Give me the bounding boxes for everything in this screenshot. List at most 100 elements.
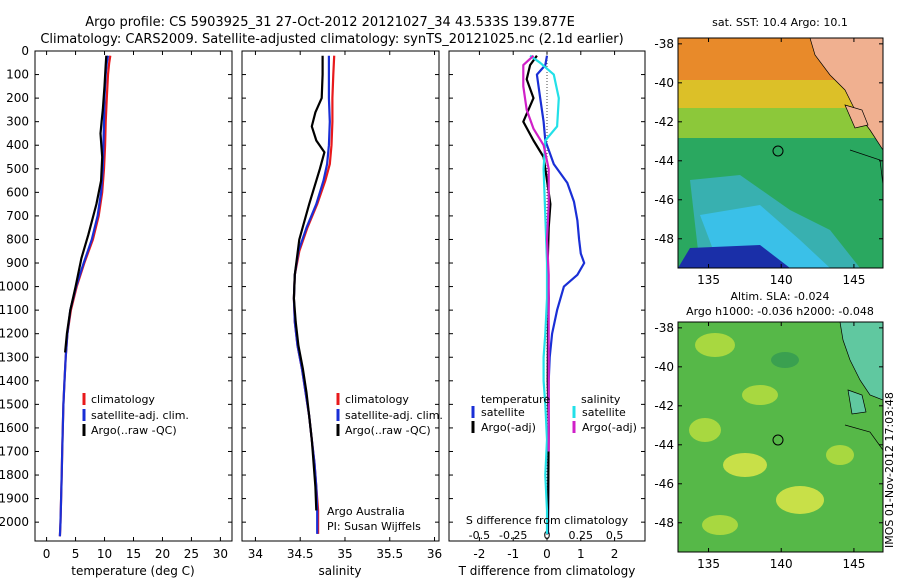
x-tick-label: 35.5 xyxy=(376,547,403,561)
sla-patch xyxy=(695,333,735,357)
temperature-series xyxy=(58,55,112,537)
legend-label-t-satellite: satellite xyxy=(481,406,525,419)
salinity-axis-label: salinity xyxy=(318,564,361,578)
x-tick-label: -1 xyxy=(507,547,519,561)
sla-patch xyxy=(689,418,721,442)
s-difference-axis-label: S difference from climatology xyxy=(466,514,629,527)
sst-coldest-patch xyxy=(678,245,790,268)
depth-tick-label: 1200 xyxy=(0,327,29,341)
x2-tick-label: 0.25 xyxy=(569,529,594,542)
lat-tick-label: -40 xyxy=(654,76,674,90)
temperature-axis-label: temperature (deg C) xyxy=(71,564,194,578)
legend-label-argo: Argo(..raw -QC) xyxy=(345,424,431,437)
lat-tick-label: -46 xyxy=(654,477,674,491)
lon-tick-label: 135 xyxy=(697,273,720,287)
depth-tick-label: 1600 xyxy=(0,421,29,435)
x-tick-label: 1 xyxy=(577,547,585,561)
x-tick-label: 5 xyxy=(72,547,80,561)
sla-patch xyxy=(742,385,778,405)
depth-tick-label: 1500 xyxy=(0,397,29,411)
lat-tick-label: -44 xyxy=(654,438,674,452)
difference-legend: temperature salinity satellite Argo(-adj… xyxy=(471,393,637,434)
argo-location-marker xyxy=(772,434,784,446)
x-tick-label: 0 xyxy=(543,547,551,561)
shelf-contour xyxy=(844,424,883,451)
x-tick-label: 10 xyxy=(97,547,112,561)
salinity-x-axis: 34 34.5 35 35.5 36 xyxy=(242,50,442,561)
temperature-legend: climatology satellite-adj. clim. Argo(..… xyxy=(82,393,189,437)
depth-axis: 0 100 200 300 400 500 600 700 800 900 1000 1100 1200… xyxy=(0,44,29,529)
legend-label-satellite-adj: satellite-adj. clim. xyxy=(345,409,443,422)
legend-label-t-argo: Argo(-adj) xyxy=(481,421,536,434)
land-island xyxy=(847,389,867,415)
depth-tick-label: 1400 xyxy=(0,374,29,388)
salinity-legend: climatology satellite-adj. clim. Argo(..… xyxy=(336,393,443,437)
x2-tick-label: 0 xyxy=(544,529,551,542)
series-line-salinity-argo-adj- xyxy=(522,54,550,452)
lat-tick-label: -42 xyxy=(654,399,674,413)
series-line-salinity-satellite xyxy=(529,54,560,534)
lon-tick-label: 140 xyxy=(770,273,793,287)
depth-tick-label: 1000 xyxy=(0,280,29,294)
sst-map-frame xyxy=(677,37,884,269)
credit-imos-timestamp: IMOS 01-Nov-2012 17:03:48 xyxy=(883,392,896,548)
x-tick-label: -2 xyxy=(473,547,485,561)
salinity-series xyxy=(292,55,336,534)
depth-tick-label: 1100 xyxy=(0,303,29,317)
lon-tick-label: 145 xyxy=(842,273,865,287)
depth-tick-label: 900 xyxy=(6,256,29,270)
depth-tick-label: 400 xyxy=(6,138,29,152)
x-tick-label: 15 xyxy=(126,547,141,561)
sla-patch xyxy=(776,486,824,514)
lat-tick-label: -42 xyxy=(654,115,674,129)
sla-patch xyxy=(702,515,738,535)
sla-map-frame xyxy=(677,321,884,553)
depth-tick-label: 200 xyxy=(6,91,29,105)
shelf-contour xyxy=(849,149,883,186)
x-tick-label: 0 xyxy=(43,547,51,561)
temperature-panel xyxy=(34,50,233,542)
lat-tick-label: -38 xyxy=(654,37,674,51)
legend-label-satellite-adj: satellite-adj. clim. xyxy=(91,409,189,422)
t-difference-axis-label: T difference from climatology xyxy=(458,564,636,578)
legend-label-argo: Argo(..raw -QC) xyxy=(91,424,177,437)
lat-tick-label: -44 xyxy=(654,154,674,168)
lon-tick-label: 135 xyxy=(697,557,720,571)
x-tick-label: 20 xyxy=(155,547,170,561)
legend-label-s-satellite: satellite xyxy=(582,406,626,419)
depth-tick-label: 100 xyxy=(6,68,29,82)
difference-x-axis: -2 -1 0 1 2 -0.5 -0.25 0 0.25 0.5 xyxy=(449,50,645,561)
x-tick-label: 2 xyxy=(611,547,619,561)
depth-tick-label: 500 xyxy=(6,162,29,176)
lat-tick-label: -40 xyxy=(654,360,674,374)
depth-tick-label: 600 xyxy=(6,185,29,199)
land-coastline xyxy=(839,322,883,401)
series-line-argo-raw-qc- xyxy=(292,55,326,511)
credit-pi: PI: Susan Wijffels xyxy=(327,520,421,533)
legend-label-climatology: climatology xyxy=(91,393,155,406)
legend-title-salinity: salinity xyxy=(581,393,621,406)
depth-tick-label: 1800 xyxy=(0,468,29,482)
figure-title-line1: Argo profile: CS 5903925_31 27-Oct-2012 … xyxy=(85,15,575,30)
x-tick-label: 35 xyxy=(337,547,352,561)
lat-tick-label: -38 xyxy=(654,321,674,335)
credit-argo-australia: Argo Australia xyxy=(327,505,405,518)
sst-map xyxy=(678,38,883,268)
x2-tick-label: 0.5 xyxy=(606,529,624,542)
x-tick-label: 36 xyxy=(427,547,442,561)
depth-tick-label: 0 xyxy=(21,44,29,58)
legend-label-climatology: climatology xyxy=(345,393,409,406)
depth-tick-label: 2000 xyxy=(0,515,29,529)
lat-tick-label: -46 xyxy=(654,193,674,207)
depth-tick-label: 800 xyxy=(6,232,29,246)
lat-tick-label: -48 xyxy=(654,516,674,530)
legend-title-temperature: temperature xyxy=(481,393,550,406)
argo-location-marker xyxy=(772,145,784,157)
depth-tick-label: 1900 xyxy=(0,492,29,506)
lon-tick-label: 145 xyxy=(842,557,865,571)
sla-map xyxy=(678,322,883,552)
difference-series xyxy=(522,54,586,534)
sla-patch xyxy=(723,453,767,477)
temperature-x-axis: 0 5 10 15 20 25 30 xyxy=(35,50,232,561)
figure-title-line2: Climatology: CARS2009. Satellite-adjuste… xyxy=(40,32,623,47)
